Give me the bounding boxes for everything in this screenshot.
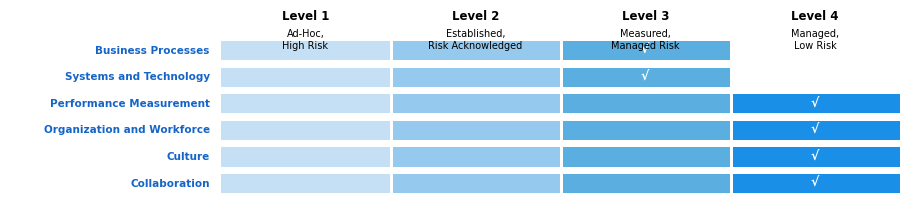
Text: Business Processes: Business Processes [95,46,210,56]
Text: Level 3: Level 3 [622,10,669,23]
Bar [563,174,730,193]
Bar [393,41,560,60]
Text: Culture: Culture [166,152,210,162]
Bar [733,94,900,113]
Text: Systems and Technology: Systems and Technology [65,72,210,82]
Bar [563,94,730,113]
Text: √: √ [811,124,819,137]
Bar [220,148,391,167]
Text: √: √ [811,151,819,164]
Text: √: √ [811,177,819,190]
Bar [733,148,900,167]
Text: √: √ [641,44,650,57]
Text: Managed,
Low Risk: Managed, Low Risk [791,29,839,51]
Bar [220,94,391,113]
Text: Organization and Workforce: Organization and Workforce [43,125,210,136]
Bar [220,68,391,87]
Bar [563,148,730,167]
Text: Measured,
Managed Risk: Measured, Managed Risk [611,29,680,51]
Text: Performance Measurement: Performance Measurement [50,99,210,109]
Bar [733,121,900,140]
Text: Collaboration: Collaboration [130,179,210,189]
Bar [220,174,391,193]
Text: Level 1: Level 1 [282,10,329,23]
Bar [393,174,560,193]
Text: Established,
Risk Acknowledged: Established, Risk Acknowledged [428,29,522,51]
Bar [393,68,560,87]
Text: √: √ [811,97,819,110]
Text: √: √ [641,71,650,84]
Bar [393,148,560,167]
Bar [220,121,391,140]
Bar [563,68,730,87]
Text: Level 4: Level 4 [791,10,839,23]
Bar [393,121,560,140]
Bar [733,41,900,60]
Text: Level 2: Level 2 [452,10,499,23]
Bar [393,94,560,113]
Bar [733,174,900,193]
Bar [563,121,730,140]
Text: Ad-Hoc,
High Risk: Ad-Hoc, High Risk [283,29,328,51]
Bar [563,41,730,60]
Bar [733,68,900,87]
Bar [220,41,391,60]
